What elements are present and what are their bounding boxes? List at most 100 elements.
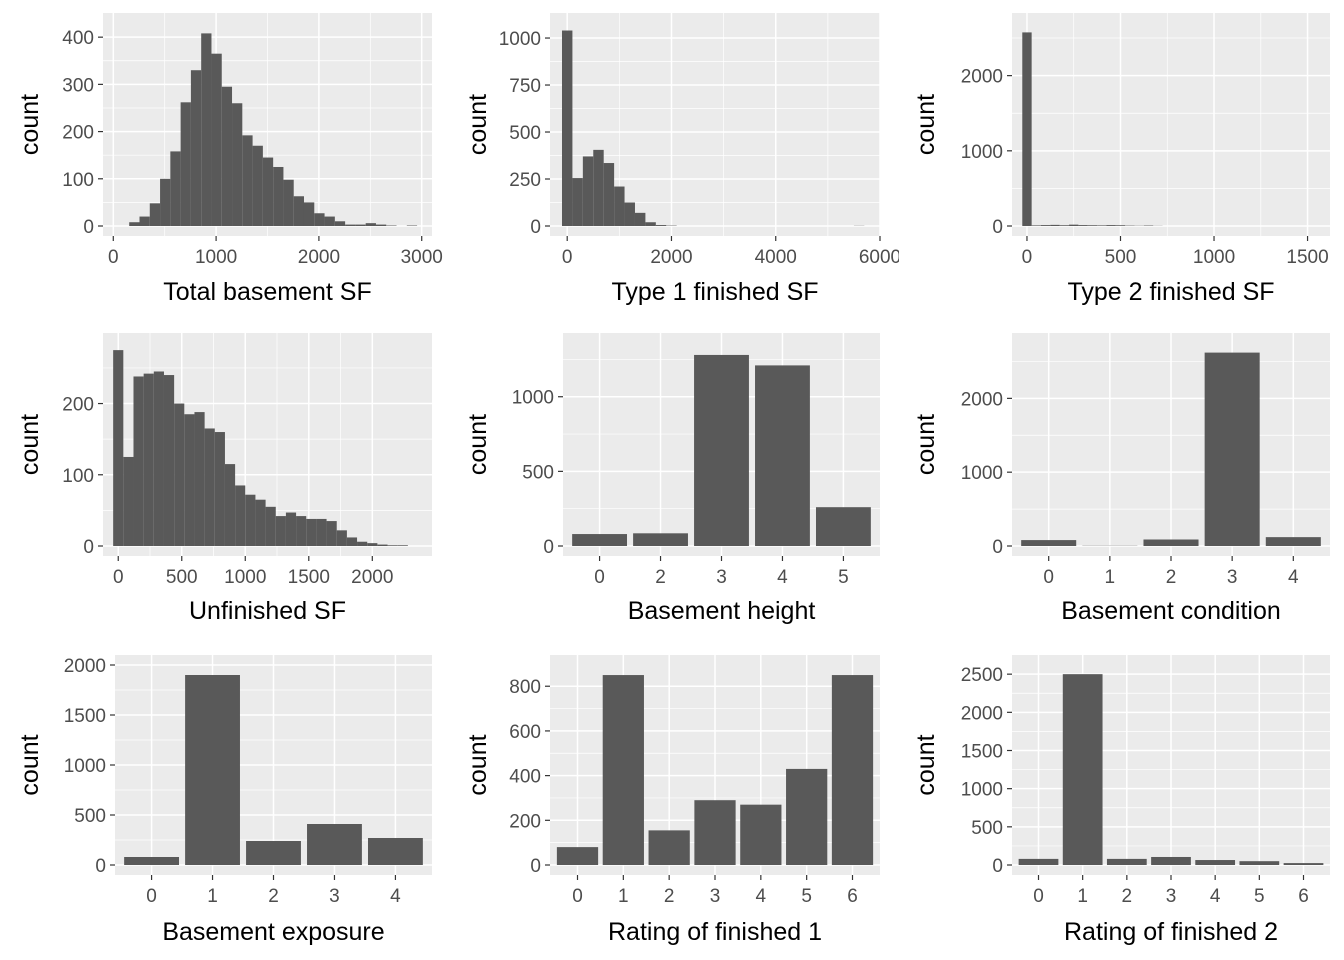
bar-4 — [1195, 860, 1236, 865]
bar-2 — [246, 841, 301, 865]
x-tick-label: 1000 — [1193, 247, 1235, 268]
x-axis-title: Basement height — [628, 597, 816, 625]
histogram-bin — [1069, 224, 1079, 226]
y-tick-label: 200 — [62, 395, 94, 416]
y-axis-title: count — [16, 94, 44, 155]
x-tick-label: 3 — [716, 567, 727, 588]
histogram-bin — [285, 512, 297, 546]
bar-6 — [831, 675, 874, 865]
bar-0 — [124, 857, 180, 865]
histogram-bin — [306, 518, 317, 546]
y-tick-label: 500 — [74, 806, 106, 827]
x-tick-label: 2 — [1122, 886, 1133, 907]
bar-1 — [1062, 674, 1103, 865]
y-tick-label: 1000 — [961, 463, 1003, 484]
histogram-bin — [624, 202, 635, 226]
x-axis-title: Rating of finished 1 — [608, 918, 822, 946]
histogram-bin — [582, 156, 594, 226]
histogram-bin — [1087, 225, 1098, 226]
bar-2 — [1106, 858, 1147, 865]
histogram-bin — [357, 541, 368, 546]
bar-4 — [755, 365, 810, 546]
x-tick-label: 500 — [1105, 247, 1137, 268]
histogram-bin — [201, 33, 212, 226]
histogram-bin — [1115, 225, 1126, 226]
y-tick-label: 100 — [62, 170, 94, 191]
histogram-bin — [1078, 225, 1088, 226]
y-tick-label: 1000 — [961, 780, 1003, 801]
histogram-bin — [314, 213, 325, 226]
histogram-bin — [367, 543, 378, 546]
y-axis-title: count — [16, 734, 44, 795]
histogram-bin — [336, 530, 347, 546]
y-tick-label: 500 — [522, 462, 554, 483]
bar-5 — [1239, 861, 1280, 865]
y-tick-label: 500 — [509, 123, 541, 144]
x-tick-label: 0 — [1033, 886, 1044, 907]
x-tick-label: 2 — [664, 886, 675, 907]
y-tick-label: 200 — [509, 811, 541, 832]
histogram-bin — [377, 544, 388, 546]
y-axis-title: count — [912, 94, 940, 155]
bar-5 — [815, 507, 871, 546]
histogram-bin — [163, 375, 175, 546]
histogram-bin — [572, 178, 583, 226]
histogram-bin — [293, 196, 304, 226]
bar-0 — [1021, 540, 1077, 546]
y-axis-title: count — [912, 734, 940, 795]
y-axis-title: count — [464, 414, 492, 475]
y-tick-label: 0 — [992, 537, 1003, 558]
histogram-bin — [245, 494, 256, 546]
x-tick-label: 2 — [655, 567, 666, 588]
histogram-bin — [1040, 225, 1051, 226]
x-axis-title: Type 1 finished SF — [611, 278, 818, 306]
histogram-bin — [1031, 225, 1041, 226]
bar-6 — [1283, 863, 1324, 865]
histogram-bin — [365, 223, 376, 226]
y-tick-label: 750 — [509, 76, 541, 97]
x-tick-label: 0 — [146, 886, 157, 907]
x-tick-label: 0 — [1022, 247, 1033, 268]
bar-3 — [307, 824, 362, 865]
y-tick-label: 0 — [83, 217, 94, 238]
histogram-bin — [275, 516, 286, 546]
x-tick-label: 3 — [329, 886, 340, 907]
histogram-bin — [316, 518, 327, 546]
x-tick-label: 5 — [801, 886, 812, 907]
x-tick-label: 0 — [594, 567, 605, 588]
y-tick-label: 0 — [83, 537, 94, 558]
x-tick-label: 1 — [1077, 886, 1088, 907]
histogram-bin — [1050, 224, 1060, 226]
histogram-bin — [232, 103, 243, 226]
x-tick-label: 1500 — [1286, 247, 1328, 268]
histogram-bin — [1097, 225, 1107, 226]
x-tick-label: 4 — [756, 886, 767, 907]
x-tick-label: 3 — [1227, 567, 1238, 588]
x-tick-label: 3 — [710, 886, 721, 907]
chart-panel-1: 0 100 200 300 400 0 1000 2000 3000 Total basement… — [16, 13, 443, 306]
y-tick-label: 2000 — [961, 389, 1003, 410]
histogram-bin — [283, 179, 294, 226]
histogram-bin — [139, 216, 150, 226]
x-tick-label: 0 — [108, 247, 119, 268]
y-tick-label: 400 — [509, 767, 541, 788]
y-tick-label: 1000 — [499, 29, 541, 50]
x-tick-label: 1 — [207, 886, 218, 907]
bar-3 — [1204, 352, 1260, 546]
histogram-bin — [324, 216, 335, 226]
y-tick-label: 400 — [62, 28, 94, 49]
y-tick-label: 500 — [971, 818, 1003, 839]
histogram-bin — [303, 202, 315, 226]
chart-panel-2: 0 250 500 750 1000 0 2000 4000 6000 Type 1 finish… — [464, 13, 899, 306]
bar-2 — [648, 830, 690, 865]
histogram-bin — [123, 456, 134, 546]
histogram-bin — [133, 376, 144, 546]
y-tick-label: 600 — [509, 722, 541, 743]
panel-background — [1012, 13, 1330, 236]
histogram-bin — [143, 373, 154, 546]
bar-2 — [1143, 539, 1199, 546]
histogram-bin — [345, 224, 356, 226]
x-tick-label: 2000 — [650, 247, 692, 268]
x-tick-label: 4000 — [755, 247, 797, 268]
